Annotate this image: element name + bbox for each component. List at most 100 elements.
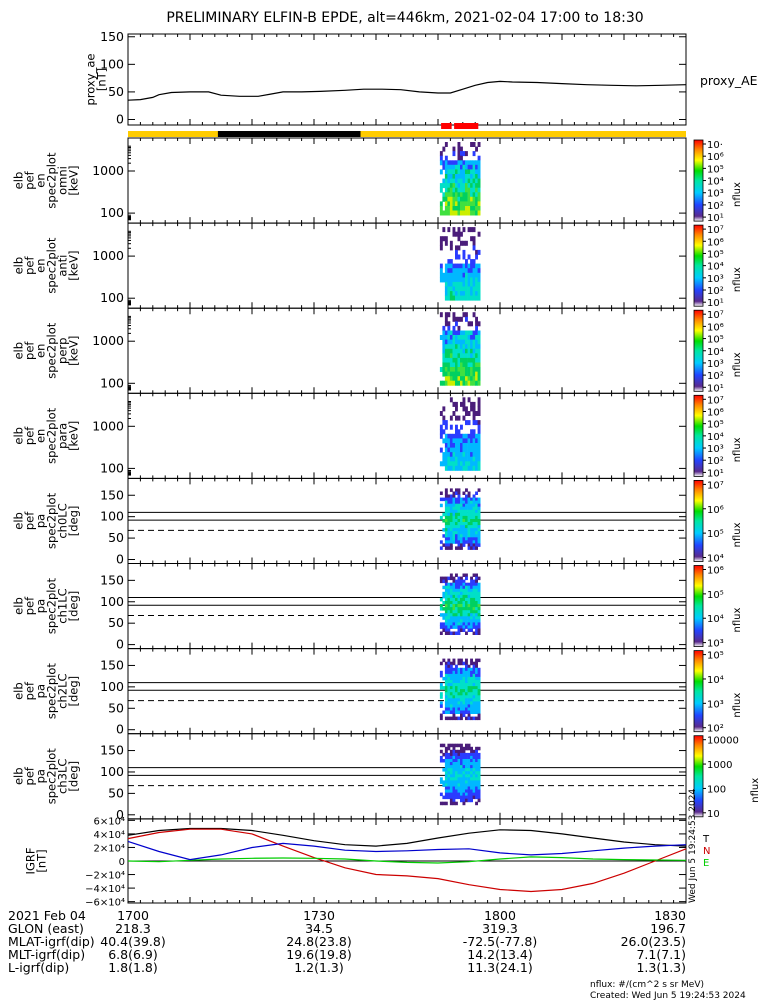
spectrogram-cell [467, 695, 471, 699]
ae-y-tick-label: 0 [116, 111, 124, 126]
spectrogram-cell [462, 604, 466, 608]
spectrogram-cell [470, 281, 473, 287]
spectrogram-cell [462, 537, 466, 541]
spectrogram-cell [457, 277, 461, 283]
spectrogram-cell [457, 661, 461, 666]
spectrogram-cell [457, 447, 461, 453]
spectrogram-cell [470, 515, 473, 520]
spectrogram-cell [447, 591, 451, 596]
spectrogram-cell [472, 291, 476, 297]
y-axis-label-line: [deg] [67, 761, 81, 792]
spectrogram-cell [452, 522, 456, 526]
spectrogram-cell [472, 631, 476, 635]
spectrogram-cell [447, 594, 451, 599]
colorbar [693, 139, 704, 222]
spectrogram-cell [449, 716, 453, 721]
spectrogram-cell [465, 716, 468, 721]
spectrogram-cell [460, 424, 463, 430]
spectrogram-cell [462, 465, 466, 471]
panel-frame [127, 648, 687, 735]
spectrogram-cell [472, 670, 476, 675]
spectrogram-cell [470, 263, 473, 269]
spectrogram-cell [457, 236, 461, 242]
spectrogram-cell [462, 670, 466, 675]
spectrogram-cell [475, 272, 478, 278]
spectrogram-cell [462, 254, 466, 260]
spectrogram-cell [452, 594, 456, 599]
spectrogram-cell [457, 749, 461, 754]
spectrogram-cell [467, 291, 471, 297]
spectrogram-cell [465, 376, 468, 382]
y-tick-label: 1000 [92, 418, 124, 433]
spectrogram-cell [449, 503, 453, 508]
spectrogram-cell [452, 585, 456, 590]
spectrogram-cell [462, 582, 466, 587]
y-axis-label-line: [deg] [67, 591, 81, 622]
spectrogram-cell [467, 613, 471, 617]
colorbar-tick-label: 10⁴ [707, 554, 724, 565]
spectrogram-cell [447, 610, 451, 614]
spectrogram-cell [439, 160, 443, 166]
spectrogram-cell [449, 357, 453, 363]
spectrogram-cell [439, 743, 443, 748]
spectrogram-cell [452, 540, 456, 544]
spectrogram-cell [477, 272, 481, 278]
spectrogram-cell [462, 610, 466, 614]
spectrogram-cell [467, 597, 471, 602]
spectrogram-cell [452, 187, 456, 193]
spectrogram-cell [452, 335, 456, 340]
status-bar [128, 123, 686, 137]
spectrogram-cell [462, 151, 466, 157]
spectrogram-cell [457, 348, 461, 354]
spectrogram-cell [475, 759, 478, 763]
y-axis-label: elbpefpaspec2plotch3LC[deg] [12, 748, 81, 805]
spectrogram-cell [465, 362, 468, 368]
spectrogram-cell [460, 525, 463, 529]
spectrogram-cell [477, 348, 481, 354]
spectrogram-cell [462, 746, 466, 751]
spectrogram-cell [475, 443, 478, 448]
spectrogram-cell [457, 597, 461, 602]
y-axis-label-line: [deg] [67, 676, 81, 707]
spectrogram-cell [465, 676, 468, 681]
spectrogram-cell [457, 601, 461, 605]
spectrogram-cell [442, 622, 446, 626]
spectrogram-cell [457, 594, 461, 599]
spectrogram-cell [470, 291, 473, 297]
y-tick-label: 100 [100, 205, 124, 220]
spectrogram-cell [477, 169, 481, 175]
spectrogram-cell [439, 424, 443, 430]
spectrogram-cell [455, 610, 458, 614]
spectrogram-cell [449, 698, 453, 702]
spectrogram-cell [462, 628, 466, 632]
spectrogram-cell [475, 692, 478, 696]
y-tick-label: 1000 [92, 163, 124, 178]
spectrogram-cell [472, 206, 476, 211]
spectrogram-cell [462, 795, 466, 800]
spectrogram-cell [444, 689, 448, 693]
spectrogram-cell [467, 362, 471, 368]
spectrogram-cell [475, 380, 478, 386]
footer-units: nflux: #/(cm^2 s sr MeV) [590, 980, 704, 990]
spectrogram-cell [455, 582, 458, 587]
spectrogram-cell [472, 503, 476, 508]
spectrogram-cell [462, 749, 466, 754]
spectrogram-cell [462, 573, 466, 577]
spectrogram-cell [447, 698, 451, 702]
spectrogram-cell [462, 380, 466, 386]
spectrogram-cell [462, 406, 466, 412]
spectrogram-cell [477, 707, 481, 711]
panel-frame [127, 477, 687, 564]
spectrogram-cell [470, 348, 473, 354]
spectrogram-cell [475, 704, 478, 708]
spectrogram-cell [460, 187, 463, 193]
spectrogram-cell [467, 438, 471, 444]
spectrogram-cell [467, 667, 471, 672]
spectrogram-cell [467, 160, 471, 166]
spectrogram-cell [477, 591, 481, 596]
y-axis-label-line: elb [12, 512, 26, 530]
spectrogram-cell [477, 231, 481, 237]
spectrogram-cell [455, 187, 458, 193]
spectrogram-cell [449, 183, 453, 189]
spectrogram-cell [452, 597, 456, 602]
